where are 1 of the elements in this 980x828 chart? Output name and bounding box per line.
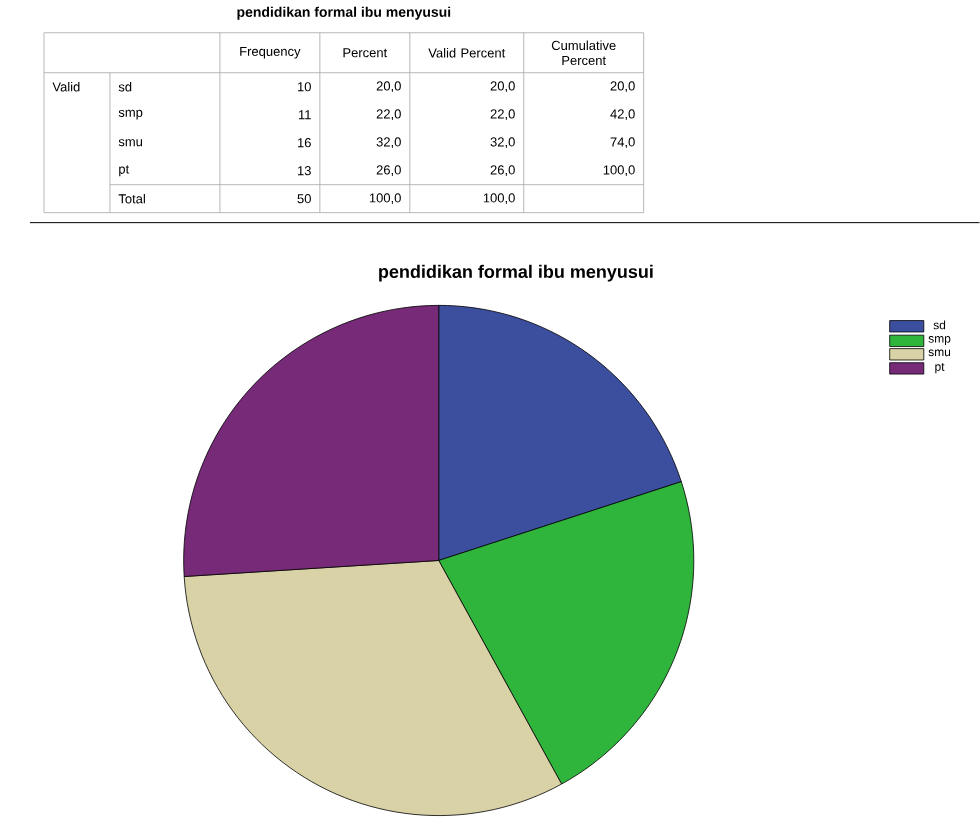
chart-title: pendidikan formal ibu menyusui (379, 264, 653, 282)
